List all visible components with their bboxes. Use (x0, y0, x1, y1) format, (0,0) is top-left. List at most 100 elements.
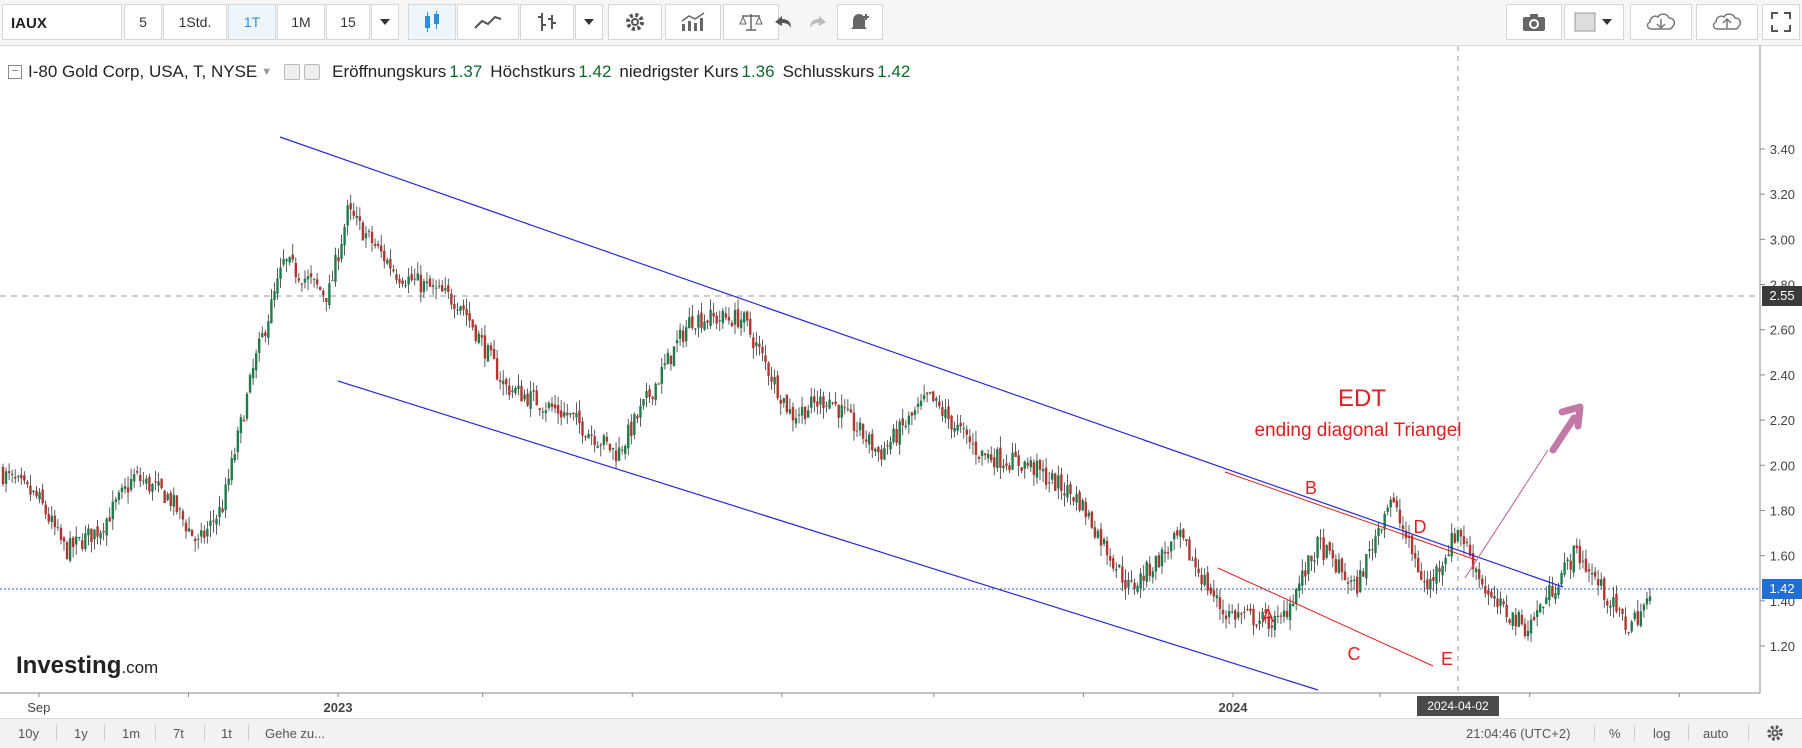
candle-up[interactable] (1316, 537, 1319, 559)
candle-up[interactable] (245, 393, 249, 419)
candle-up[interactable] (1368, 549, 1371, 552)
candle-up[interactable] (1557, 586, 1560, 595)
candle-down[interactable] (471, 319, 474, 328)
candle-down[interactable] (1569, 560, 1572, 570)
percent-scale-button[interactable]: % (1609, 726, 1621, 741)
candle-up[interactable] (270, 299, 273, 324)
candle-down[interactable] (44, 504, 47, 515)
candle-up[interactable] (1276, 615, 1280, 618)
candle-down[interactable] (26, 481, 29, 485)
candle-up[interactable] (1499, 598, 1502, 606)
candle-down[interactable] (681, 330, 685, 342)
candle-down[interactable] (816, 401, 819, 407)
candle-down[interactable] (465, 308, 468, 316)
candle-down[interactable] (309, 273, 313, 278)
candle-down[interactable] (1551, 586, 1554, 597)
candle-up[interactable] (904, 425, 907, 427)
candle-down[interactable] (401, 280, 404, 285)
candle-up[interactable] (639, 405, 642, 418)
candle-up[interactable] (953, 427, 956, 432)
candle-up[interactable] (782, 398, 785, 403)
candle-up[interactable] (224, 484, 227, 511)
candle-up[interactable] (1002, 465, 1005, 469)
candle-up[interactable] (1273, 615, 1277, 631)
candle-up[interactable] (1359, 570, 1362, 593)
candle-up[interactable] (276, 278, 279, 294)
candle-up[interactable] (444, 288, 447, 291)
candle-up[interactable] (587, 433, 590, 439)
candle-down[interactable] (139, 474, 142, 482)
candle-down[interactable] (1185, 539, 1188, 541)
candle-down[interactable] (1224, 615, 1228, 620)
candle-down[interactable] (1438, 568, 1441, 573)
candle-up[interactable] (1554, 593, 1557, 600)
candle-down[interactable] (1392, 497, 1395, 503)
candle-down[interactable] (1331, 550, 1334, 559)
candle-up[interactable] (56, 526, 60, 528)
candle-down[interactable] (1188, 539, 1191, 561)
candle-up[interactable] (523, 394, 526, 400)
interval-1d-button[interactable]: 1T (228, 4, 276, 40)
candle-up[interactable] (117, 492, 121, 501)
candle-down[interactable] (1038, 459, 1042, 470)
candle-down[interactable] (1206, 572, 1209, 591)
candle-down[interactable] (62, 537, 66, 542)
candle-up[interactable] (1539, 604, 1542, 613)
candle-down[interactable] (14, 476, 17, 479)
candle-down[interactable] (538, 408, 541, 411)
candle-down[interactable] (1194, 557, 1197, 568)
candle-down[interactable] (1453, 533, 1456, 543)
candle-down[interactable] (319, 286, 322, 290)
candle-down[interactable] (102, 530, 105, 533)
candle-down[interactable] (300, 283, 304, 285)
candle-down[interactable] (1163, 551, 1167, 554)
candle-up[interactable] (617, 447, 621, 461)
candle-up[interactable] (1096, 530, 1100, 538)
candle-up[interactable] (1203, 575, 1206, 586)
candle-up[interactable] (422, 281, 426, 293)
candle-down[interactable] (1496, 598, 1499, 607)
candle-down[interactable] (462, 305, 465, 310)
candle-down[interactable] (175, 495, 179, 512)
candle-up[interactable] (142, 480, 145, 482)
candle-down[interactable] (1624, 616, 1627, 631)
candle-down[interactable] (1478, 569, 1481, 580)
candle-down[interactable] (1078, 491, 1081, 511)
candle-up[interactable] (697, 314, 700, 328)
candle-up[interactable] (75, 536, 78, 545)
candle-up[interactable] (1230, 611, 1234, 613)
candle-down[interactable] (322, 290, 325, 296)
candle-up[interactable] (1526, 630, 1530, 637)
candle-down[interactable] (373, 244, 377, 246)
candle-up[interactable] (892, 428, 895, 443)
candle-up[interactable] (1282, 610, 1286, 617)
candle-down[interactable] (791, 406, 795, 421)
candle-up[interactable] (1215, 595, 1219, 599)
candle-down[interactable] (376, 243, 380, 246)
candle-down[interactable] (1270, 625, 1273, 628)
candle-down[interactable] (556, 405, 560, 414)
symbol-input[interactable]: IAUX (2, 4, 122, 40)
candle-up[interactable] (38, 492, 41, 500)
candle-down[interactable] (822, 396, 825, 409)
candle-up[interactable] (1633, 612, 1636, 619)
candle-down[interactable] (358, 216, 362, 221)
candle-down[interactable] (1462, 536, 1466, 545)
candle-down[interactable] (1432, 577, 1435, 581)
candle-up[interactable] (986, 453, 990, 459)
candles[interactable] (1, 194, 1652, 643)
color-picker-button[interactable] (1564, 4, 1624, 40)
candle-up[interactable] (132, 474, 136, 482)
candle-down[interactable] (999, 447, 1002, 468)
candle-down[interactable] (447, 285, 450, 292)
candle-down[interactable] (395, 274, 398, 280)
range-7t-button[interactable]: 7t (173, 726, 184, 741)
candle-down[interactable] (1487, 590, 1490, 595)
channel-lower-line[interactable] (337, 380, 1319, 691)
candle-down[interactable] (389, 259, 392, 269)
candle-up[interactable] (261, 333, 264, 337)
candle-down[interactable] (90, 528, 93, 543)
candle-down[interactable] (1063, 493, 1066, 496)
candle-up[interactable] (187, 528, 191, 532)
candle-down[interactable] (993, 457, 996, 468)
